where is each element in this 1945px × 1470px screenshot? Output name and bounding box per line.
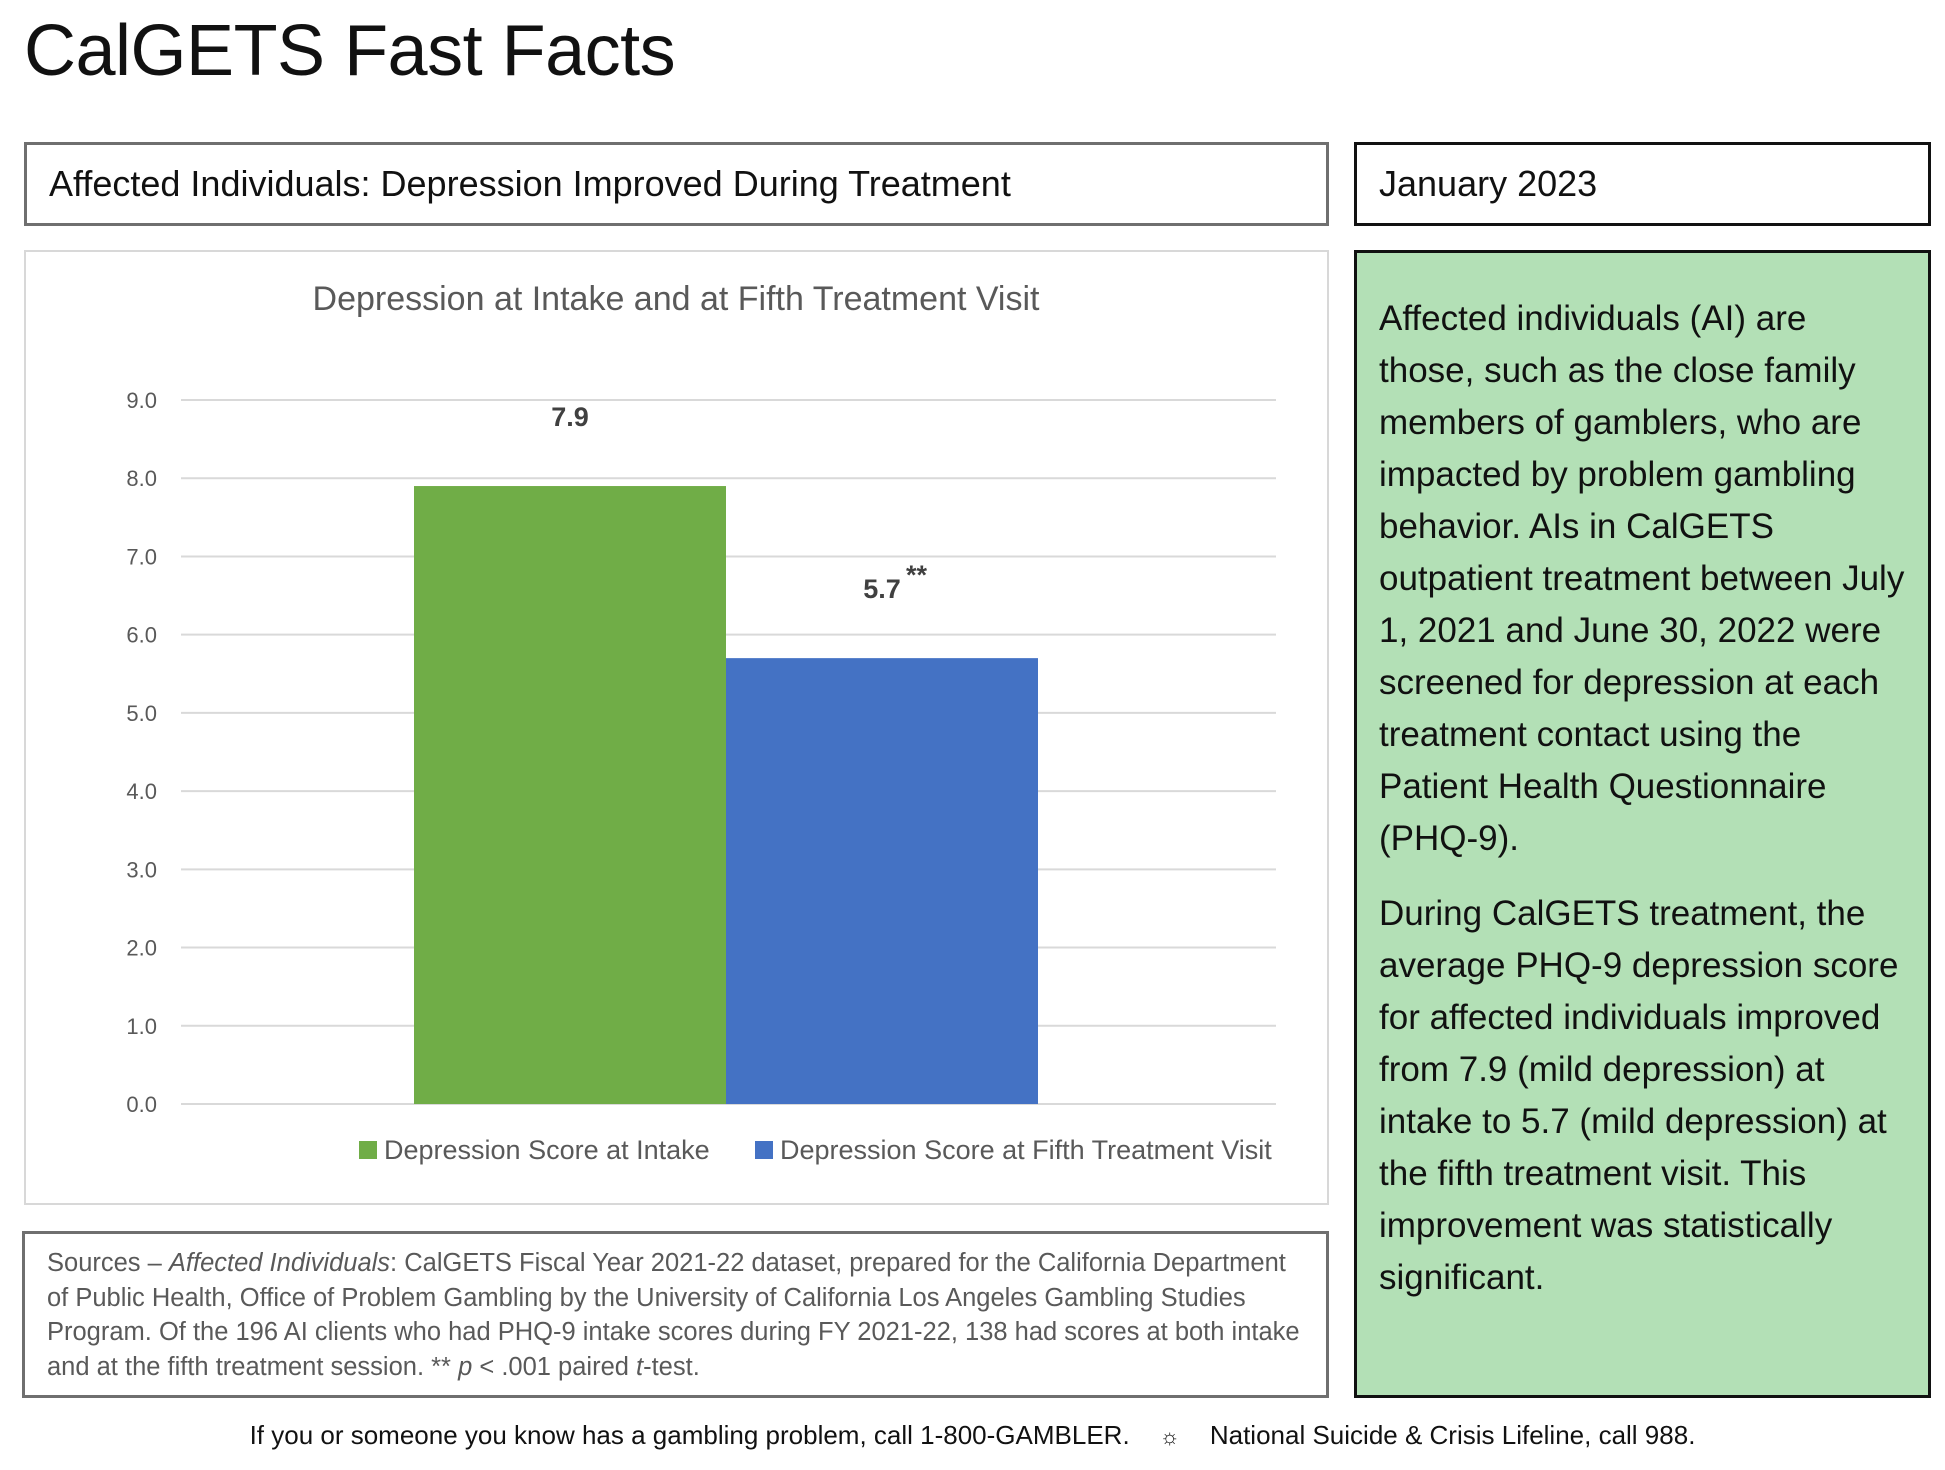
- data-label: 5.7: [863, 574, 901, 604]
- sources-text-1: : CalGETS Fiscal Year 2021-22 dataset, p…: [47, 1249, 1300, 1381]
- chart-title: Depression at Intake and at Fifth Treatm…: [313, 280, 1041, 318]
- y-tick-label: 7.0: [126, 544, 157, 569]
- sources-note: Sources – Affected Individuals: CalGETS …: [22, 1231, 1329, 1398]
- sources-italic-label: Affected Individuals: [168, 1249, 391, 1277]
- legend-label: Depression Score at Intake: [384, 1135, 710, 1165]
- footer-gambling-helpline: If you or someone you know has a gamblin…: [249, 1420, 1130, 1450]
- significance-marker: **: [906, 560, 928, 590]
- legend-label: Depression Score at Fifth Treatment Visi…: [780, 1135, 1272, 1165]
- page-title: CalGETS Fast Facts: [24, 11, 676, 91]
- info-paragraph-1: Affected individuals (AI) are those, suc…: [1379, 299, 1905, 858]
- subtitle-box: Affected Individuals: Depression Improve…: [24, 142, 1329, 226]
- info-panel: Affected individuals (AI) are those, suc…: [1354, 250, 1931, 1398]
- date-box: January 2023: [1354, 142, 1931, 226]
- y-tick-label: 9.0: [126, 388, 157, 413]
- y-tick-label: 4.0: [126, 779, 157, 804]
- y-tick-label: 5.0: [126, 701, 157, 726]
- sources-text-3: -test.: [643, 1352, 700, 1381]
- y-tick-label: 2.0: [126, 936, 157, 961]
- footer: If you or someone you know has a gamblin…: [0, 1420, 1945, 1451]
- y-tick-label: 1.0: [126, 1014, 157, 1039]
- footer-separator-icon: ☼: [1159, 1424, 1180, 1449]
- legend-swatch: [359, 1141, 377, 1159]
- data-label: 7.9: [551, 402, 589, 432]
- y-tick-label: 0.0: [126, 1092, 157, 1117]
- y-tick-label: 6.0: [126, 623, 157, 648]
- info-paragraph-2: During CalGETS treatment, the average PH…: [1379, 894, 1899, 1297]
- y-tick-label: 3.0: [126, 857, 157, 882]
- bar-chart: Depression at Intake and at Fifth Treatm…: [126, 280, 1276, 1165]
- y-tick-label: 8.0: [126, 466, 157, 491]
- sources-t-symbol: t: [636, 1352, 644, 1381]
- sources-prefix: Sources –: [47, 1249, 169, 1277]
- bar-fifth-visit: [726, 658, 1038, 1104]
- footer-crisis-lifeline: National Suicide & Crisis Lifeline, call…: [1209, 1420, 1696, 1450]
- legend-swatch: [755, 1141, 773, 1159]
- report-date: January 2023: [1379, 163, 1598, 204]
- sources-p-symbol: p: [458, 1352, 473, 1381]
- bar-intake: [414, 486, 726, 1104]
- chart-container: Depression at Intake and at Fifth Treatm…: [24, 250, 1329, 1205]
- sources-text-2: < .001 paired: [472, 1352, 637, 1381]
- subtitle: Affected Individuals: Depression Improve…: [49, 163, 1011, 204]
